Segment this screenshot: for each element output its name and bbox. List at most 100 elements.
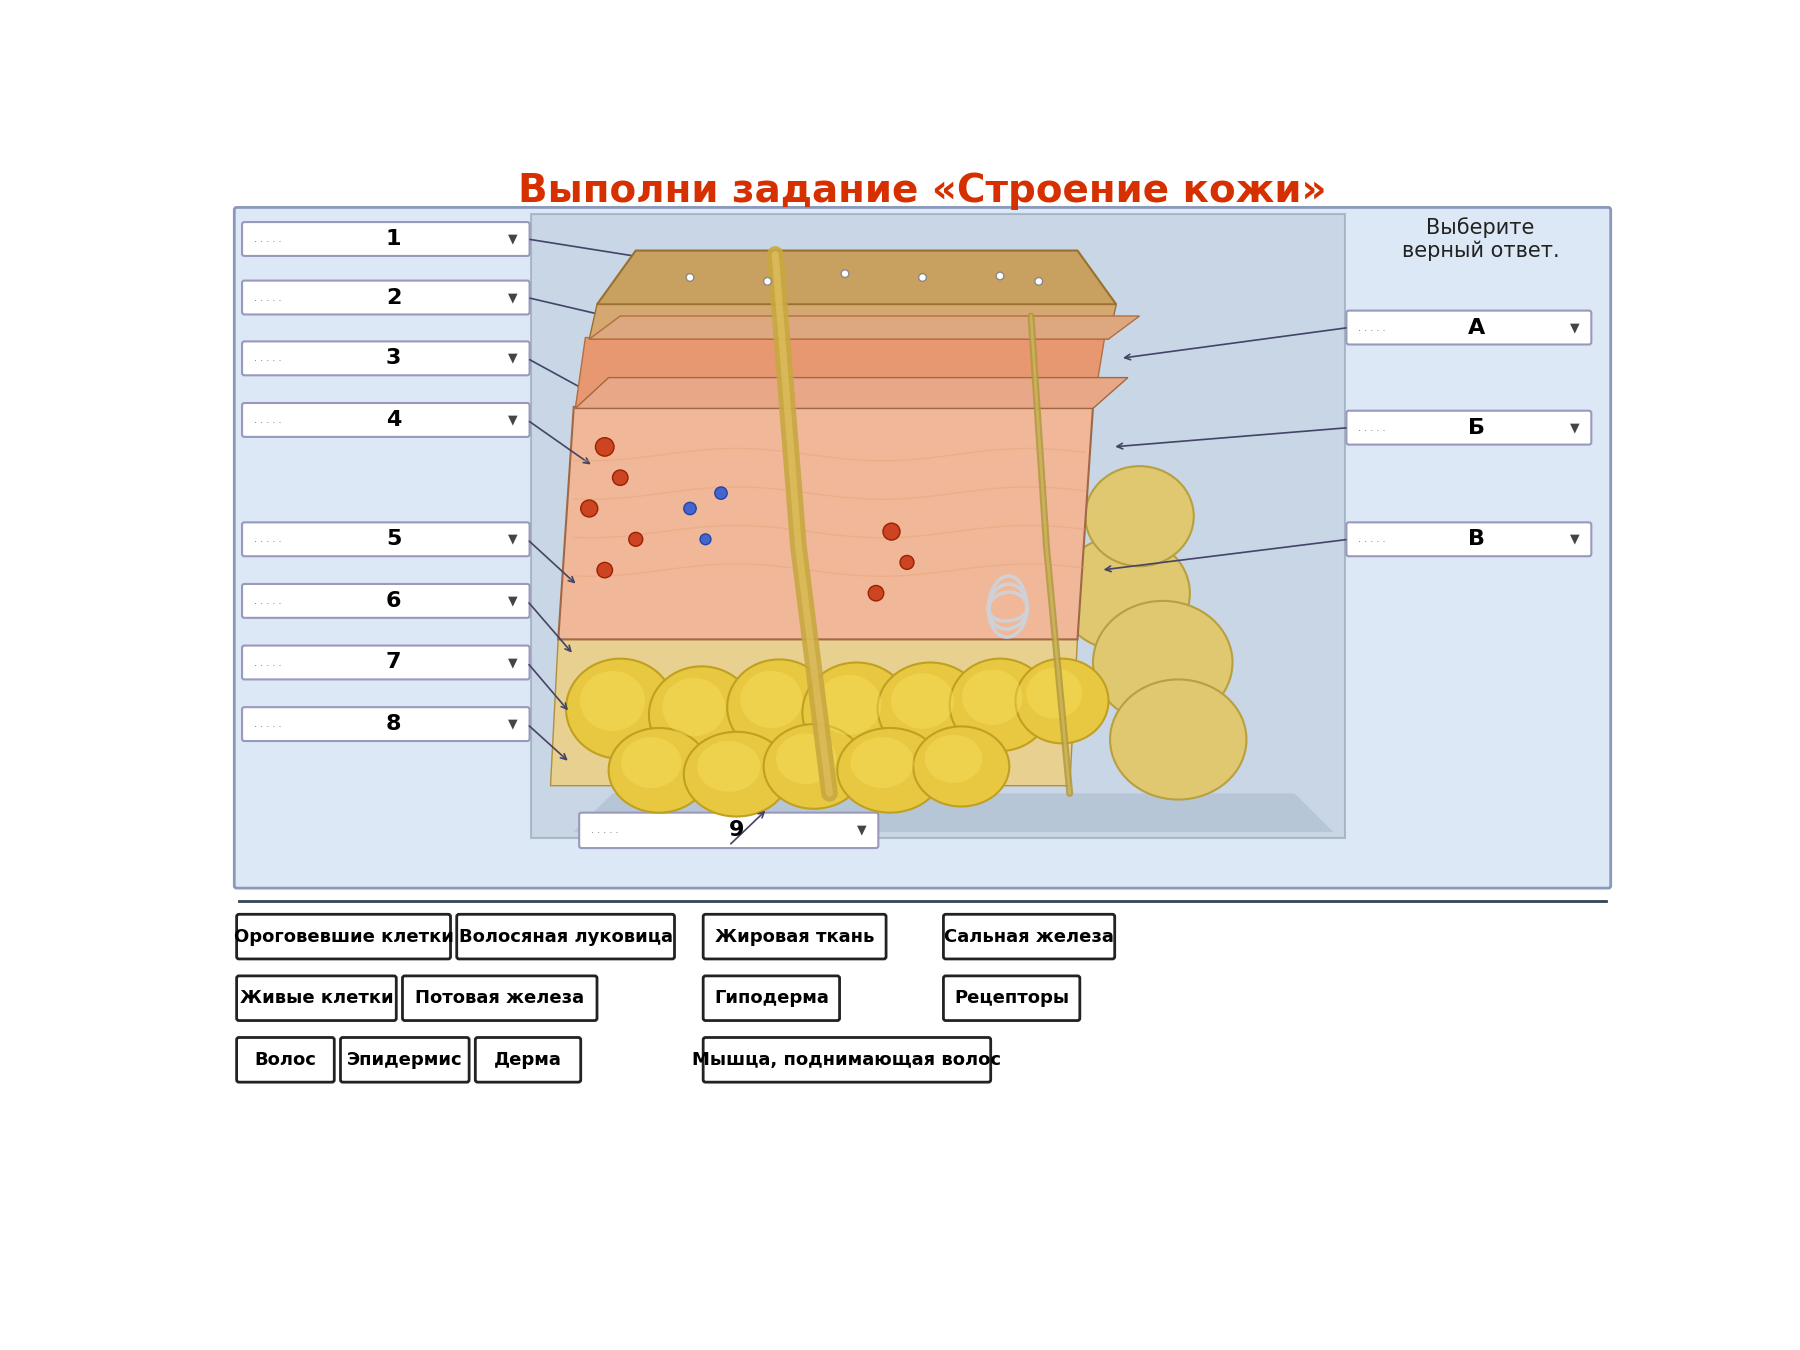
Text: 9: 9 <box>729 821 743 840</box>
FancyBboxPatch shape <box>236 1038 335 1083</box>
Text: А: А <box>1469 317 1485 338</box>
Text: ▼: ▼ <box>508 232 518 246</box>
Ellipse shape <box>1058 536 1190 651</box>
Ellipse shape <box>878 663 983 755</box>
Text: Б: Б <box>1469 417 1485 437</box>
Text: . . . . .: . . . . . <box>1357 323 1386 332</box>
Text: . . . . .: . . . . . <box>254 293 281 302</box>
Ellipse shape <box>803 663 911 763</box>
Text: Эпидермис: Эпидермис <box>347 1050 463 1069</box>
Text: 5: 5 <box>385 529 401 549</box>
FancyBboxPatch shape <box>704 1038 990 1083</box>
FancyBboxPatch shape <box>236 976 396 1021</box>
Text: В: В <box>1469 529 1485 549</box>
Ellipse shape <box>1085 466 1193 566</box>
Circle shape <box>581 500 598 517</box>
Text: Гиподерма: Гиподерма <box>715 990 828 1007</box>
Text: Ороговевшие клетки: Ороговевшие клетки <box>234 927 454 945</box>
Text: 3: 3 <box>385 348 401 369</box>
FancyBboxPatch shape <box>241 645 529 679</box>
Ellipse shape <box>913 726 1010 806</box>
Circle shape <box>1035 278 1042 285</box>
Ellipse shape <box>950 659 1051 751</box>
FancyBboxPatch shape <box>531 215 1345 838</box>
Text: Живые клетки: Живые клетки <box>239 990 392 1007</box>
Text: 2: 2 <box>385 288 401 308</box>
Circle shape <box>715 487 727 500</box>
Text: 6: 6 <box>385 591 401 612</box>
Ellipse shape <box>891 674 954 729</box>
FancyBboxPatch shape <box>403 976 598 1021</box>
Circle shape <box>884 524 900 540</box>
FancyBboxPatch shape <box>1346 410 1591 444</box>
Text: . . . . .: . . . . . <box>254 720 281 729</box>
Text: . . . . .: . . . . . <box>1357 423 1386 432</box>
Ellipse shape <box>776 733 837 784</box>
Ellipse shape <box>740 671 803 728</box>
Polygon shape <box>558 406 1093 640</box>
Text: Мышца, поднимающая волос: Мышца, поднимающая волос <box>693 1050 1001 1069</box>
Ellipse shape <box>1026 668 1082 718</box>
Text: 1: 1 <box>385 230 401 248</box>
Circle shape <box>995 273 1004 279</box>
Text: Выберите
верный ответ.: Выберите верный ответ. <box>1402 217 1559 262</box>
Circle shape <box>596 437 614 456</box>
FancyBboxPatch shape <box>704 976 839 1021</box>
Polygon shape <box>589 305 1116 339</box>
FancyBboxPatch shape <box>241 707 529 741</box>
Text: ▼: ▼ <box>508 292 518 304</box>
FancyBboxPatch shape <box>580 813 878 848</box>
Text: . . . . .: . . . . . <box>254 414 281 425</box>
Circle shape <box>684 502 697 514</box>
Circle shape <box>868 586 884 601</box>
Text: 4: 4 <box>385 410 401 429</box>
Ellipse shape <box>837 728 943 813</box>
Circle shape <box>918 274 927 281</box>
Text: . . . . .: . . . . . <box>1357 535 1386 544</box>
Ellipse shape <box>961 670 1022 725</box>
Text: Сальная железа: Сальная железа <box>945 927 1114 945</box>
FancyBboxPatch shape <box>236 914 450 958</box>
Text: ▼: ▼ <box>508 413 518 427</box>
Ellipse shape <box>697 741 760 792</box>
Text: ▼: ▼ <box>508 533 518 545</box>
Text: 7: 7 <box>385 652 401 672</box>
Text: Дерма: Дерма <box>493 1050 562 1069</box>
Ellipse shape <box>580 671 644 732</box>
Circle shape <box>700 533 711 544</box>
Ellipse shape <box>621 737 682 788</box>
Circle shape <box>686 274 693 281</box>
FancyBboxPatch shape <box>241 404 529 437</box>
Text: ▼: ▼ <box>1570 321 1580 333</box>
Text: Волос: Волос <box>254 1050 317 1069</box>
Text: ▼: ▼ <box>508 352 518 365</box>
FancyBboxPatch shape <box>457 914 675 958</box>
Polygon shape <box>574 794 1334 832</box>
FancyBboxPatch shape <box>1346 522 1591 556</box>
FancyBboxPatch shape <box>241 522 529 556</box>
FancyBboxPatch shape <box>943 914 1114 958</box>
FancyBboxPatch shape <box>1346 310 1591 344</box>
Ellipse shape <box>763 724 864 809</box>
Circle shape <box>900 555 914 570</box>
FancyBboxPatch shape <box>234 208 1611 888</box>
Ellipse shape <box>608 728 709 813</box>
Text: ▼: ▼ <box>508 594 518 608</box>
FancyBboxPatch shape <box>704 914 886 958</box>
Text: . . . . .: . . . . . <box>254 234 281 244</box>
Text: Жировая ткань: Жировая ткань <box>715 927 875 945</box>
Ellipse shape <box>851 737 914 788</box>
FancyBboxPatch shape <box>475 1038 581 1083</box>
Text: . . . . .: . . . . . <box>254 535 281 544</box>
Circle shape <box>628 532 643 547</box>
Ellipse shape <box>650 667 754 763</box>
Text: ▼: ▼ <box>508 718 518 730</box>
Circle shape <box>612 470 628 486</box>
Ellipse shape <box>1111 679 1246 799</box>
Text: . . . . .: . . . . . <box>590 825 619 836</box>
Ellipse shape <box>925 734 983 783</box>
FancyBboxPatch shape <box>241 281 529 315</box>
Text: 8: 8 <box>385 714 401 734</box>
Text: . . . . .: . . . . . <box>254 354 281 363</box>
Polygon shape <box>576 338 1105 409</box>
